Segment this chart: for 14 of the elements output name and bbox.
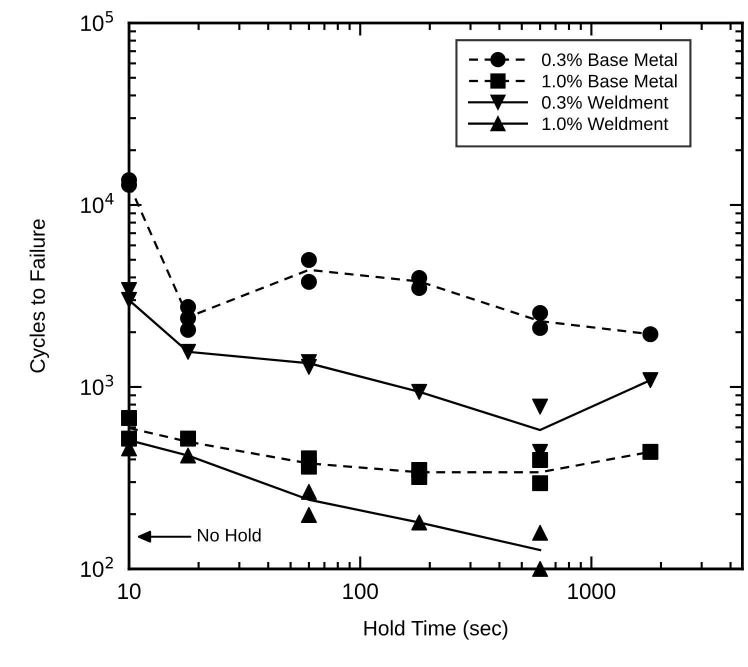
annotation: No Hold [198,528,261,542]
x-axis-title: Hold Time (sec) [364,620,508,640]
x-tick-label: 10 [118,583,141,600]
legend-label: 1.0% Weldment [542,116,668,130]
y-axis-title: Cycles to Failure [30,219,50,372]
legend-label: 0.3% Base Metal [542,52,677,66]
y-tick-label: 10$^{4}$ [81,193,114,214]
y-tick-label: 10$^{3}$ [81,374,114,396]
x-tick-label: 100 [343,583,378,600]
y-tick-label: 10$^{2}$ [81,556,113,578]
y-tick-label: 10$^{5}$ [81,11,114,32]
x-tick-label: 1000 [568,583,616,600]
legend-label: 0.3% Weldment [542,96,668,109]
legend-label: 1.0% Base Metal [542,74,677,88]
